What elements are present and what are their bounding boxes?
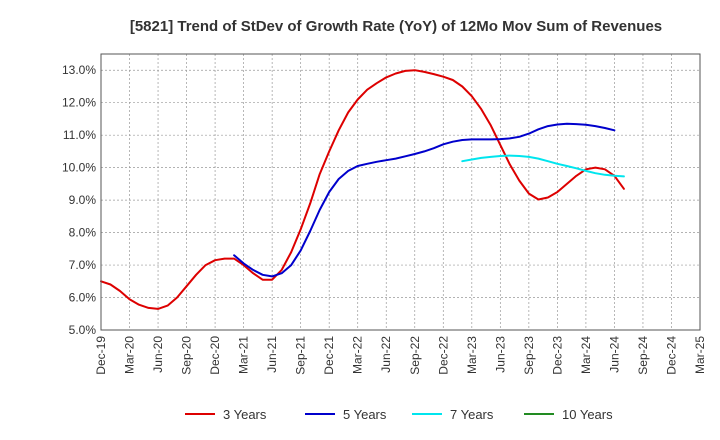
y-tick-label: 5.0% xyxy=(69,323,97,337)
x-tick-label: Dec-24 xyxy=(664,336,678,375)
chart-title: [5821] Trend of StDev of Growth Rate (Yo… xyxy=(130,18,662,35)
y-tick-label: 6.0% xyxy=(69,291,97,305)
legend: 3 Years 5 Years 7 Years 10 Years xyxy=(185,407,613,422)
x-tick-label: Dec-23 xyxy=(550,336,564,375)
x-tick-label: Sep-20 xyxy=(180,336,194,375)
y-tick-label: 9.0% xyxy=(69,193,97,207)
series-line-3-years xyxy=(100,69,625,310)
x-tick-label: Jun-22 xyxy=(379,336,393,373)
y-tick-label: 10.0% xyxy=(62,161,96,175)
x-tick-label: Sep-23 xyxy=(522,336,536,375)
grid xyxy=(100,54,701,331)
x-tick-label: Jun-20 xyxy=(151,336,165,373)
y-tick-label: 13.0% xyxy=(62,63,96,77)
x-tick-label: Sep-21 xyxy=(294,336,308,375)
x-tick-label: Mar-22 xyxy=(351,336,365,374)
x-tick-label: Dec-21 xyxy=(322,336,336,375)
y-tick-label: 7.0% xyxy=(69,258,97,272)
x-tick-label: Jun-21 xyxy=(265,336,279,373)
plot-frame xyxy=(100,53,701,331)
legend-label-7-years: 7 Years xyxy=(450,407,494,422)
y-axis: 5.0% 6.0% 7.0% 8.0% 9.0% 10.0% 11.0% 12.0% 13.0% xyxy=(62,63,96,337)
x-tick-label: Jun-23 xyxy=(493,336,507,373)
y-tick-label: 11.0% xyxy=(63,128,96,142)
legend-label-10-years: 10 Years xyxy=(562,407,613,422)
x-tick-label: Sep-22 xyxy=(408,336,422,375)
x-tick-label: Mar-24 xyxy=(579,336,593,374)
legend-label-5-years: 5 Years xyxy=(343,407,387,422)
x-tick-label: Mar-21 xyxy=(237,336,251,374)
x-tick-label: Jun-24 xyxy=(607,336,621,373)
series-line-5-years xyxy=(233,122,616,278)
y-tick-label: 12.0% xyxy=(62,96,96,110)
series-lines xyxy=(100,69,625,310)
x-tick-label: Mar-23 xyxy=(465,336,479,374)
x-tick-label: Dec-22 xyxy=(436,336,450,375)
x-tick-label: Dec-20 xyxy=(208,336,222,375)
x-tick-label: Sep-24 xyxy=(636,336,650,375)
x-axis: Dec-19 Mar-20 Jun-20 Sep-20 Dec-20 Mar-21 Jun-… xyxy=(94,336,707,375)
y-tick-label: 8.0% xyxy=(69,226,97,240)
series-line-7-years xyxy=(461,154,625,178)
x-tick-label: Mar-25 xyxy=(693,336,707,374)
x-tick-label: Mar-20 xyxy=(123,336,137,374)
legend-label-3-years: 3 Years xyxy=(223,407,267,422)
x-tick-label: Dec-19 xyxy=(94,336,108,375)
